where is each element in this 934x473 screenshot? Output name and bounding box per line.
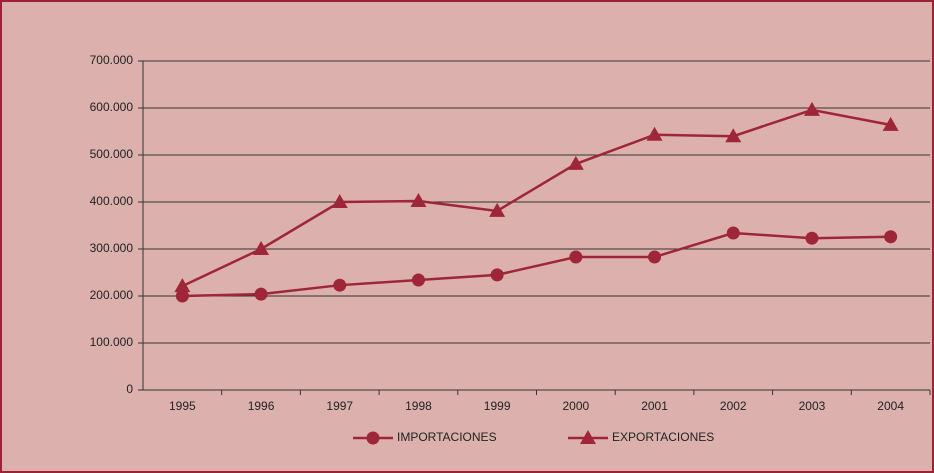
y-tick-label: 600.000 bbox=[90, 100, 134, 114]
x-tick-label: 2004 bbox=[877, 399, 904, 413]
y-tick-label: 100.000 bbox=[90, 335, 134, 349]
data-point bbox=[254, 287, 268, 301]
y-tick-label: 400.000 bbox=[90, 194, 134, 208]
x-tick-label: 2001 bbox=[641, 399, 668, 413]
data-point bbox=[489, 202, 506, 217]
data-point bbox=[331, 194, 348, 208]
legend-marker bbox=[580, 430, 596, 444]
data-point bbox=[410, 193, 427, 208]
x-tick-label: 1999 bbox=[484, 399, 511, 413]
data-point bbox=[725, 128, 742, 143]
x-tick-label: 2002 bbox=[720, 399, 747, 413]
data-point bbox=[174, 278, 191, 293]
y-tick-label: 700.000 bbox=[90, 53, 134, 67]
data-point bbox=[490, 268, 504, 282]
legend-label: IMPORTACIONES bbox=[397, 430, 497, 444]
data-point bbox=[333, 278, 347, 292]
data-point bbox=[803, 101, 820, 116]
x-tick-label: 2003 bbox=[799, 399, 826, 413]
data-point bbox=[253, 241, 270, 255]
y-tick-label: 500.000 bbox=[90, 147, 134, 161]
y-tick-label: 200.000 bbox=[90, 288, 134, 302]
data-point bbox=[567, 155, 584, 170]
data-point bbox=[882, 116, 899, 131]
y-tick-label: 300.000 bbox=[90, 241, 134, 255]
series-line bbox=[181, 108, 891, 288]
data-point bbox=[646, 126, 663, 141]
data-point bbox=[175, 289, 189, 303]
y-tick-label: 0 bbox=[126, 382, 133, 396]
data-point bbox=[805, 231, 819, 245]
x-tick-label: 1997 bbox=[326, 399, 353, 413]
x-tick-label: 1998 bbox=[405, 399, 432, 413]
legend-marker bbox=[366, 431, 380, 445]
data-point bbox=[726, 226, 740, 240]
data-point bbox=[569, 250, 583, 264]
data-point bbox=[884, 230, 898, 244]
data-point bbox=[411, 273, 425, 287]
data-point bbox=[648, 250, 662, 264]
series-line bbox=[182, 231, 891, 298]
x-tick-label: 1995 bbox=[169, 399, 196, 413]
legend-label: EXPORTACIONES bbox=[612, 430, 714, 444]
x-tick-label: 1996 bbox=[248, 399, 275, 413]
x-tick-label: 2000 bbox=[562, 399, 589, 413]
